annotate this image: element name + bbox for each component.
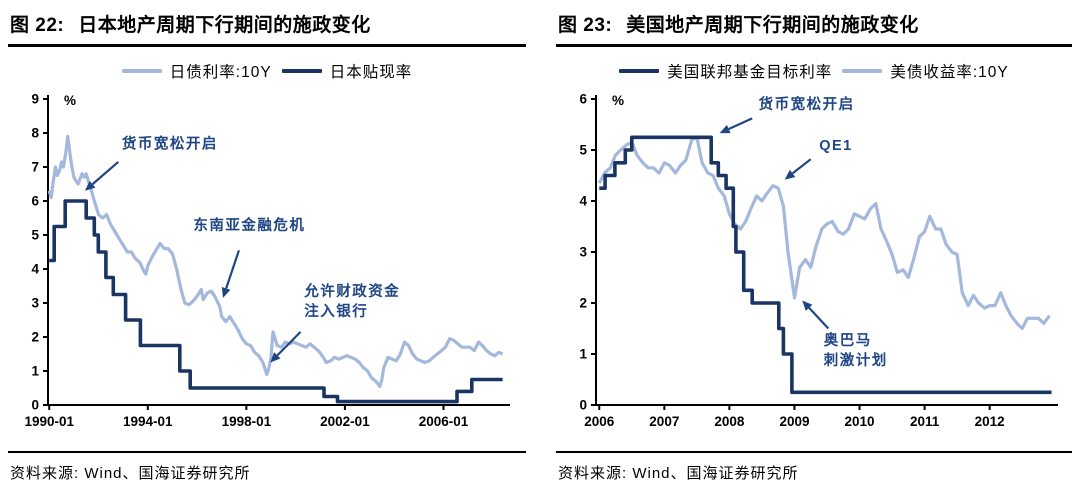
annotation-arrow-head <box>270 352 281 363</box>
y-tick-label: 7 <box>31 160 39 175</box>
annotation-text: QE1 <box>819 138 853 154</box>
line-swatch-dark <box>619 69 660 73</box>
legend-item-fed-funds: 美国联邦基金目标利率 <box>619 60 832 82</box>
y-tick-label: 6 <box>31 194 39 209</box>
us-chart: 0 1 2 3 4 5 6 2006 2007 2008 2009 2010 2011 2012% 货币宽松… <box>556 85 1072 442</box>
series-line-0 <box>47 134 504 388</box>
figure-us-title-prefix: 图 23: <box>558 15 613 36</box>
x-tick-label: 1998-01 <box>222 414 272 429</box>
figure-japan-legend: 日债利率:10Y 日本贴现率 <box>8 59 526 83</box>
annotation-text: 货币宽松开启 <box>122 134 218 152</box>
legend-item-discount-rate: 日本贴现率 <box>281 60 413 82</box>
figure-japan-title: 图 22: 日本地产周期下行期间的施政变化 <box>8 4 526 47</box>
annotation-arrow-shaft <box>808 307 830 330</box>
legend-label: 日本贴现率 <box>329 64 413 81</box>
annotation-2: 允许财政资金注入银行 <box>270 282 400 363</box>
legend-item-jgb10y: 日债利率:10Y <box>121 60 272 82</box>
annotation-arrow-head <box>84 180 96 191</box>
annotation-arrow-head <box>784 169 796 180</box>
y-tick-label: 9 <box>31 92 39 107</box>
figure-us: 图 23: 美国地产周期下行期间的施政变化 美国联邦基金目标利率 美债收益率:10… <box>540 0 1080 495</box>
annotation-arrow-shaft <box>728 117 753 131</box>
x-tick-label: 2008 <box>714 414 745 429</box>
legend-label: 美国联邦基金目标利率 <box>667 64 833 81</box>
annotation-arrow-head <box>802 300 813 311</box>
annotation-text: 奥巴马刺激计划 <box>823 331 888 369</box>
x-tick-label: 2012 <box>975 414 1005 429</box>
x-tick-label: 1990-01 <box>24 414 74 429</box>
annotation-2: 奥巴马刺激计划 <box>802 300 888 369</box>
x-tick-label: 1994-01 <box>123 414 173 429</box>
y-tick-label: 0 <box>31 398 39 413</box>
line-swatch-dark <box>281 69 322 73</box>
y-tick-label: 3 <box>31 296 39 311</box>
figure-us-source: 资料来源: Wind、国海证券研究所 <box>556 451 1072 487</box>
y-tick-label: 4 <box>579 194 587 209</box>
series-line-1 <box>49 199 503 404</box>
y-axis-unit-label: % <box>612 93 624 108</box>
annotation-text: 货币宽松开启 <box>759 95 855 113</box>
annotation-text: 东南亚金融危机 <box>193 216 305 234</box>
series-line-0 <box>597 135 1051 331</box>
annotation-0: 货币宽松开启 <box>84 134 218 191</box>
y-tick-label: 5 <box>31 228 39 243</box>
figure-us-title-text: 美国地产周期下行期间的施政变化 <box>626 15 919 36</box>
y-tick-label: 3 <box>579 245 587 260</box>
annotation-0: 货币宽松开启 <box>719 95 855 134</box>
y-tick-label: 1 <box>31 364 39 379</box>
figure-japan-title-prefix: 图 22: <box>10 15 65 36</box>
annotation-arrow-shaft <box>91 161 119 186</box>
y-tick-label: 8 <box>31 126 39 141</box>
x-tick-label: 2010 <box>845 414 875 429</box>
x-tick-label: 2002-01 <box>320 414 370 429</box>
japan-chart: 0 1 2 3 4 5 6 7 8 9 1990-01 1994-01 1998-01 2002-01 20… <box>8 85 526 442</box>
annotation-text: 允许财政资金注入银行 <box>303 282 400 320</box>
x-tick-label: 2009 <box>779 414 809 429</box>
y-tick-label: 2 <box>579 296 587 311</box>
us-chart-canvas: 0 1 2 3 4 5 6 2006 2007 2008 2009 2010 2011 2012% 货币宽松… <box>579 92 1058 429</box>
figure-japan: 图 22: 日本地产周期下行期间的施政变化 日债利率:10Y 日本贴现率 0 1 2 3… <box>8 4 526 487</box>
y-tick-label: 5 <box>579 143 587 158</box>
annotation-arrow-head <box>221 286 231 298</box>
x-tick-label: 2006 <box>584 414 615 429</box>
y-tick-label: 0 <box>579 398 587 413</box>
figure-us-title: 图 23: 美国地产周期下行期间的施政变化 <box>556 4 1072 47</box>
figure-japan-source: 资料来源: Wind、国海证券研究所 <box>8 451 526 487</box>
annotation-arrow-head <box>719 124 731 134</box>
y-tick-label: 6 <box>579 92 587 107</box>
y-tick-label: 1 <box>579 347 587 362</box>
annotation-arrow-shaft <box>276 331 302 357</box>
figure-us-legend: 美国联邦基金目标利率 美债收益率:10Y <box>556 59 1072 83</box>
annotation-arrow-shaft <box>225 249 241 289</box>
annotation-arrow-shaft <box>791 158 812 175</box>
x-tick-label: 2011 <box>910 414 940 429</box>
legend-item-ust10y: 美债收益率:10Y <box>842 60 1008 82</box>
line-swatch-light <box>121 69 162 73</box>
legend-label: 美债收益率:10Y <box>890 64 1009 81</box>
series-line-1 <box>599 135 1052 395</box>
legend-label: 日债利率:10Y <box>169 64 272 81</box>
x-tick-label: 2007 <box>649 414 679 429</box>
y-tick-label: 2 <box>31 330 39 345</box>
y-axis-unit-label: % <box>64 93 76 108</box>
japan-chart-canvas: 0 1 2 3 4 5 6 7 8 9 1990-01 1994-01 1998-01 2002-01 20… <box>24 92 510 429</box>
annotation-1: 东南亚金融危机 <box>193 216 305 298</box>
figure-japan-title-text: 日本地产周期下行期间的施政变化 <box>78 15 371 36</box>
line-swatch-light <box>842 69 883 73</box>
annotation-1: QE1 <box>784 138 853 180</box>
x-tick-label: 2006-01 <box>419 414 469 429</box>
y-tick-label: 4 <box>31 262 39 277</box>
